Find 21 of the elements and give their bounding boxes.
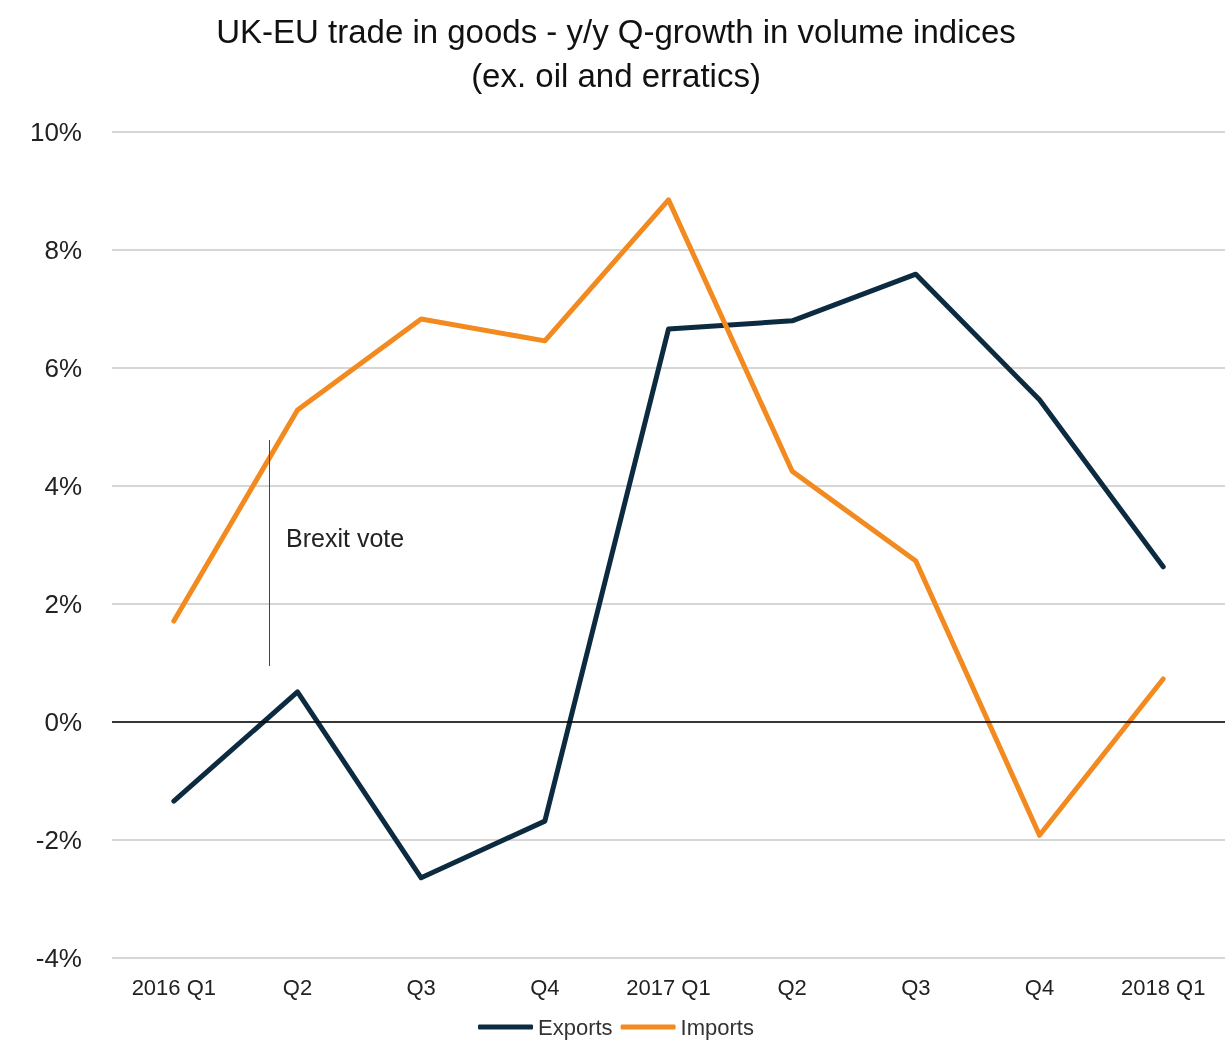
y-tick-label: 10%	[29, 117, 82, 147]
x-tick-label: Q3	[901, 974, 931, 1000]
x-tick-label: 2017 Q1	[626, 974, 711, 1000]
y-tick-label: -2%	[35, 825, 82, 855]
x-tick-label: Q4	[1024, 974, 1055, 1000]
x-tick-label: Q4	[530, 974, 560, 1000]
y-tick-label: 6%	[44, 353, 82, 383]
x-tick-label: Q3	[406, 974, 436, 1000]
y-tick-label: -4%	[35, 943, 82, 973]
x-tick-label: Q2	[282, 974, 313, 1000]
y-tick-label: 0%	[44, 707, 82, 737]
annotation: Brexit vote	[286, 524, 405, 554]
legend-label: Imports	[680, 1014, 754, 1040]
x-tick-label: 2016 Q1	[131, 974, 217, 1000]
x-tick-label: Q2	[777, 974, 807, 1000]
chart-title: UK-EU trade in goods - y/y Q-growth in volume indices (ex. oil and erratics)	[216, 12, 1016, 94]
y-tick-label: 4%	[44, 471, 82, 501]
legend-label: Exports	[538, 1014, 613, 1040]
y-tick-label: 2%	[44, 589, 82, 619]
x-tick-label: 2018 Q1	[1120, 974, 1206, 1000]
y-tick-label: 8%	[44, 235, 82, 265]
